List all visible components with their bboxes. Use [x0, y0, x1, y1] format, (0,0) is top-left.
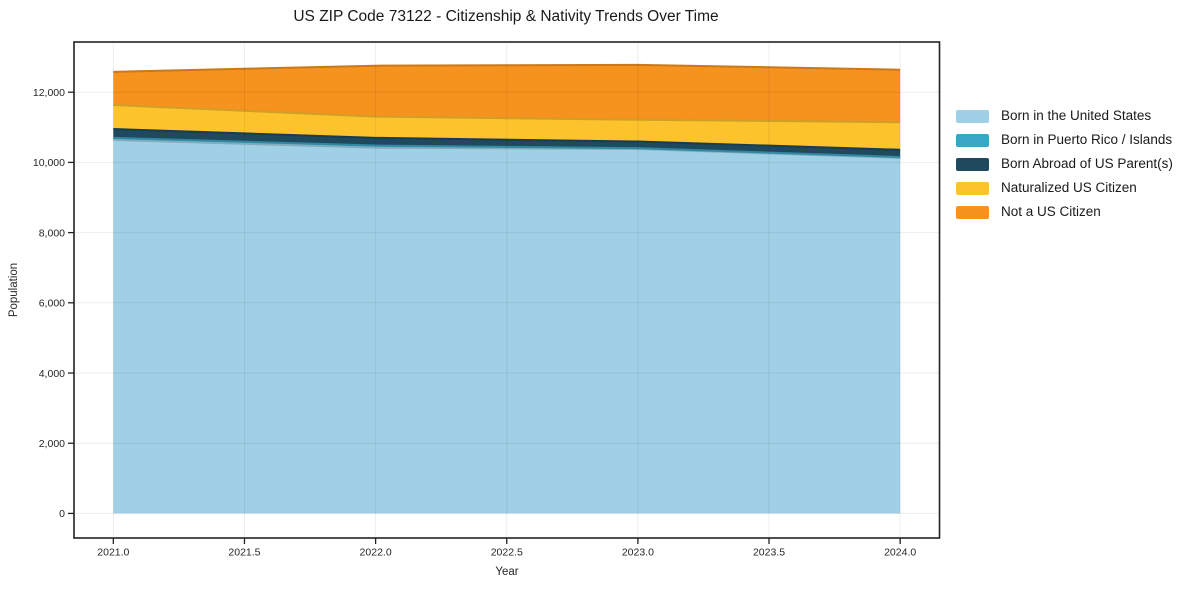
legend-swatch-born-abroad	[956, 157, 989, 171]
legend-swatch-born-puerto-rico	[956, 133, 989, 147]
y-tick-label: 4,000	[39, 368, 65, 380]
area-edge	[113, 104, 901, 124]
x-tick-label: 2024.0	[884, 547, 916, 559]
legend-item: Born in the United States	[956, 104, 1173, 128]
area-layer	[113, 139, 901, 514]
y-axis-label: Population	[8, 262, 20, 318]
y-tick-label: 6,000	[39, 298, 65, 310]
y-tick-label: 8,000	[39, 227, 65, 239]
area-edge	[113, 63, 901, 73]
legend-item: Not a US Citizen	[956, 200, 1173, 224]
area-layer	[113, 105, 901, 150]
legend-label: Born Abroad of US Parent(s)	[1001, 156, 1173, 171]
x-tick-label: 2022.5	[491, 547, 523, 559]
y-tick-label: 10,000	[33, 157, 65, 169]
x-axis-label: Year	[495, 566, 519, 578]
legend-item: Naturalized US Citizen	[956, 176, 1173, 200]
legend-label: Not a US Citizen	[1001, 204, 1101, 219]
x-tick-label: 2023.0	[622, 547, 654, 559]
area-edge	[113, 136, 901, 158]
x-tick-label: 2023.5	[753, 547, 785, 559]
legend-label: Born in Puerto Rico / Islands	[1001, 132, 1173, 147]
legend-item: Born in Puerto Rico / Islands	[956, 128, 1173, 152]
legend-item: Born Abroad of US Parent(s)	[956, 152, 1173, 176]
legend-swatch-not-citizen	[956, 205, 989, 219]
x-tick-label: 2021.5	[228, 547, 260, 559]
x-tick-label: 2022.0	[360, 547, 392, 559]
legend-label: Born in the United States	[1001, 108, 1152, 123]
area-edge	[113, 128, 901, 151]
legend-swatch-born-in-us	[956, 109, 989, 123]
legend: Born in the United States Born in Puerto…	[956, 104, 1173, 224]
legend-label: Naturalized US Citizen	[1001, 180, 1137, 195]
chart-title: US ZIP Code 73122 - Citizenship & Nativi…	[293, 8, 719, 25]
area-layer	[113, 64, 901, 123]
y-tick-label: 12,000	[33, 87, 65, 99]
y-tick-label: 0	[59, 508, 65, 520]
y-tick-label: 2,000	[39, 438, 65, 450]
legend-swatch-naturalized	[956, 181, 989, 195]
x-tick-label: 2021.0	[97, 547, 129, 559]
